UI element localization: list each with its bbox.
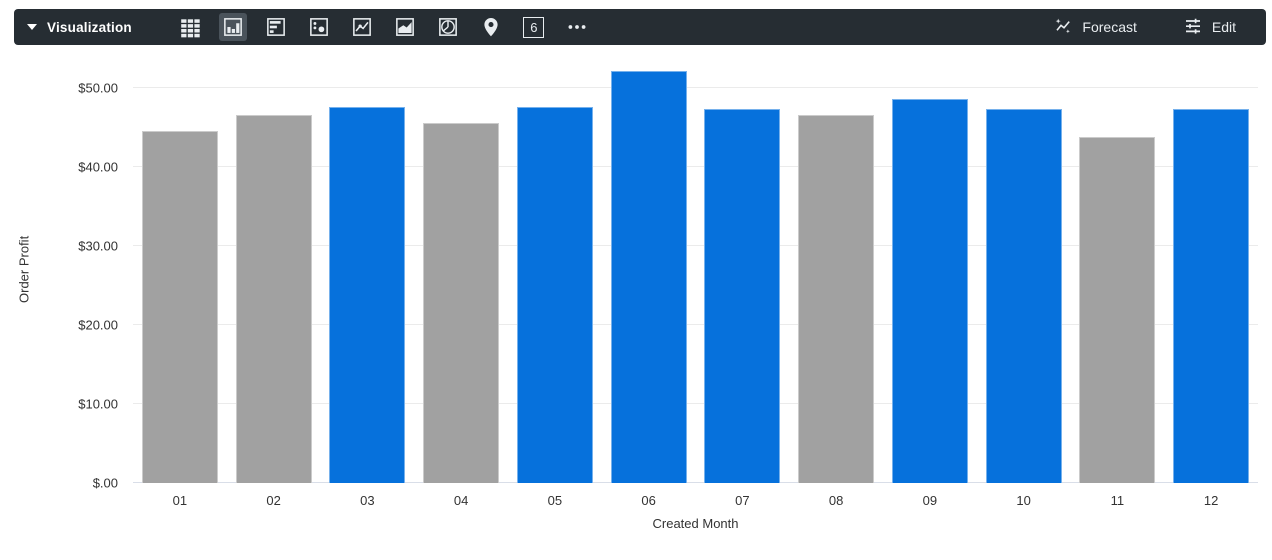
ellipsis-icon <box>566 16 588 38</box>
forecast-label: Forecast <box>1082 19 1137 35</box>
gridline <box>133 244 1258 246</box>
bar-11[interactable] <box>1079 137 1156 483</box>
bar-09[interactable] <box>891 98 968 483</box>
visualization-collapse-toggle[interactable]: Visualization <box>14 9 146 45</box>
column-chart-icon <box>222 16 244 38</box>
x-axis-title: Created Month <box>652 516 739 531</box>
bar-01[interactable] <box>141 131 218 483</box>
toolbar-title: Visualization <box>47 19 132 35</box>
y-axis: $.00 $10.00 $20.00 $30.00 $40.00 $50.00 <box>0 56 118 490</box>
x-tick-label: 11 <box>1110 493 1125 508</box>
plot-area <box>133 56 1258 483</box>
x-axis-baseline <box>133 482 1258 483</box>
bar-chart-icon <box>265 16 287 38</box>
chart-type-more-button[interactable] <box>563 13 591 41</box>
bar-03[interactable] <box>329 106 406 483</box>
forecast-sparkline-icon <box>1053 16 1073 39</box>
bar-05[interactable] <box>516 106 593 483</box>
y-tick-label: $50.00 <box>78 80 118 96</box>
x-tick-label: 05 <box>547 493 563 508</box>
x-tick-label: 06 <box>641 493 656 508</box>
gridline <box>133 86 1258 88</box>
x-tick-label: 09 <box>922 493 938 508</box>
chart-type-single-value-button[interactable]: 6 <box>520 13 548 41</box>
visualization-toolbar: Visualization 6 Forecast <box>14 9 1266 45</box>
chart-type-line-button[interactable] <box>348 13 376 41</box>
bar-07[interactable] <box>704 108 781 483</box>
gridline <box>133 323 1258 325</box>
chart-type-scatter-button[interactable] <box>305 13 333 41</box>
edit-label: Edit <box>1211 19 1236 35</box>
y-tick-label: $40.00 <box>78 159 118 175</box>
x-tick-label: 07 <box>735 493 750 508</box>
x-tick-label: 03 <box>360 493 375 508</box>
bar-02[interactable] <box>235 115 312 483</box>
x-axis: 01 02 03 04 05 06 07 08 09 10 11 12 <box>133 493 1258 511</box>
chart-type-column-button[interactable] <box>218 13 247 41</box>
x-tick-label: 10 <box>1016 493 1031 508</box>
edit-button[interactable]: Edit <box>1183 16 1236 39</box>
chart-type-pie-button[interactable] <box>434 13 462 41</box>
chart-type-area-button[interactable] <box>391 13 419 41</box>
caret-down-icon <box>27 24 37 30</box>
map-pin-icon <box>480 16 502 38</box>
bar-08[interactable] <box>798 114 875 483</box>
y-tick-label: $30.00 <box>78 238 118 254</box>
x-tick-label: 02 <box>266 493 281 508</box>
bar-04[interactable] <box>423 123 500 483</box>
x-tick-label: 08 <box>828 493 844 508</box>
tune-sliders-icon <box>1183 16 1203 39</box>
chart-type-table-button[interactable] <box>176 13 204 41</box>
scatter-icon <box>308 16 330 38</box>
bar-06[interactable] <box>610 71 687 483</box>
chart-type-switcher: 6 <box>176 13 591 41</box>
gridline <box>133 402 1258 404</box>
pie-chart-icon <box>437 16 459 38</box>
single-value-icon: 6 <box>523 16 545 38</box>
x-tick-label: 04 <box>453 493 469 508</box>
bar-chart: Order Profit $.00 $10.00 $20.00 $30.00 $40.0… <box>0 45 1272 560</box>
table-icon <box>179 16 201 38</box>
line-chart-icon <box>351 16 373 38</box>
area-chart-icon <box>394 16 416 38</box>
x-tick-label: 01 <box>172 493 188 508</box>
bar-10[interactable] <box>985 108 1062 483</box>
y-tick-label: $.00 <box>92 475 118 491</box>
chart-type-map-button[interactable] <box>477 13 505 41</box>
y-tick-label: $10.00 <box>78 396 118 412</box>
y-tick-label: $20.00 <box>78 317 118 333</box>
forecast-button[interactable]: Forecast <box>1053 16 1137 39</box>
chart-type-bar-button[interactable] <box>262 13 290 41</box>
gridline <box>133 165 1258 167</box>
bar-12[interactable] <box>1173 108 1250 483</box>
x-tick-label: 12 <box>1203 493 1219 508</box>
